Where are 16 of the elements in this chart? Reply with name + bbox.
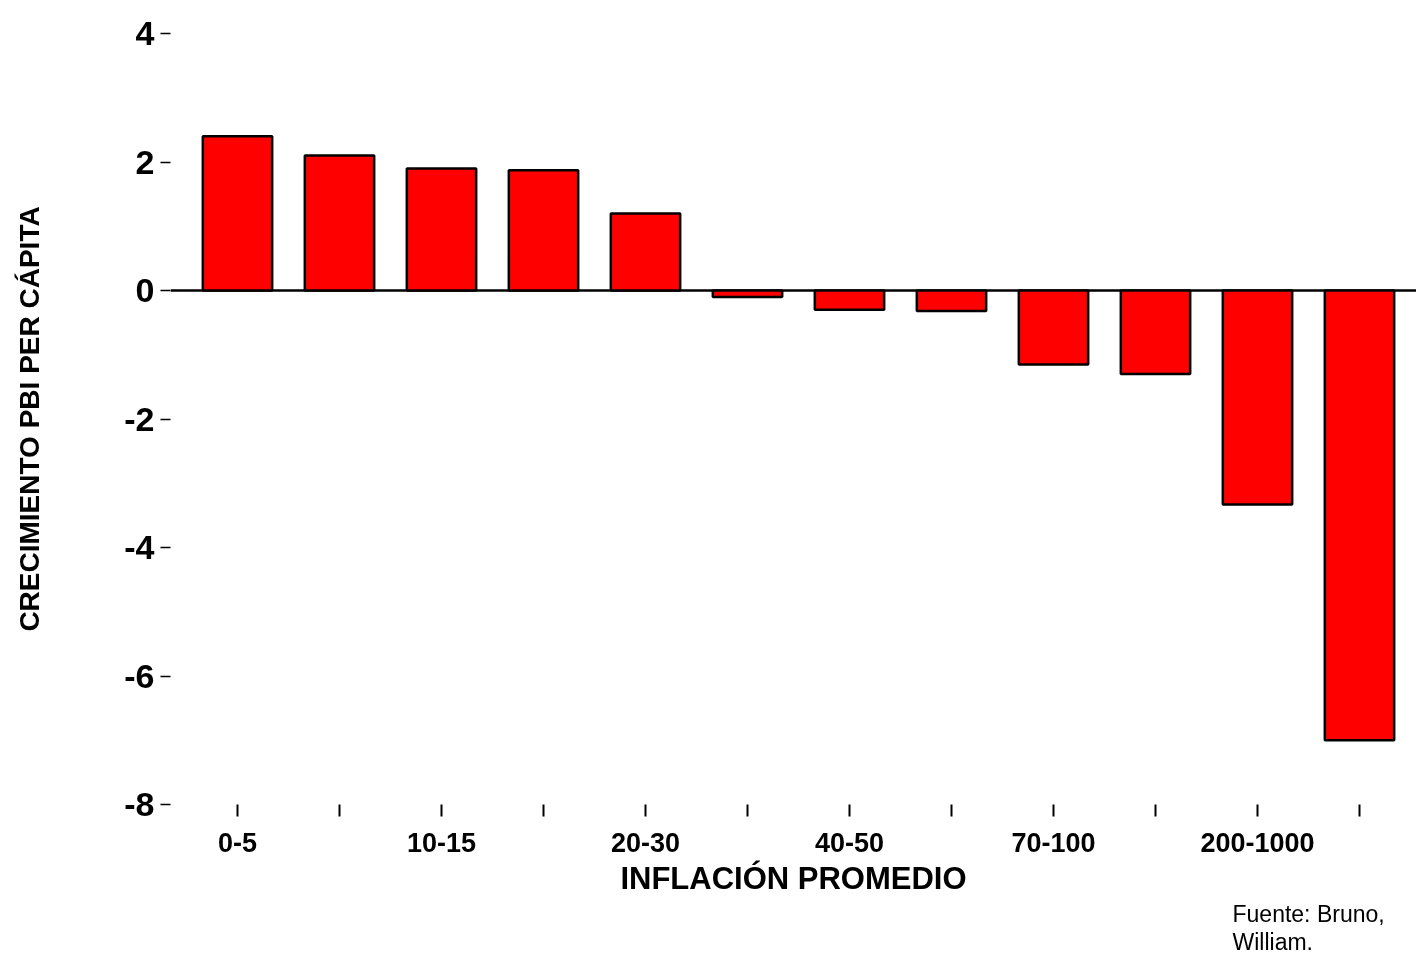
y-tick-label: -2 bbox=[124, 399, 155, 438]
y-tick-label: 4 bbox=[135, 14, 155, 52]
x-tick-label: 10-15 bbox=[406, 827, 477, 858]
x-axis-title: INFLACIÓN PROMEDIO bbox=[620, 859, 967, 896]
x-tick-label: 70-100 bbox=[1011, 827, 1096, 858]
y-axis-title: CRECIMIENTO PBI PER CÁPITA bbox=[14, 206, 46, 632]
x-tick-label: 0-5 bbox=[217, 827, 258, 858]
y-tick-label: -6 bbox=[124, 656, 155, 695]
x-tick-label: 200-1000 bbox=[1200, 827, 1315, 858]
x-tick-label: 40-50 bbox=[814, 827, 885, 858]
y-tick-label: -8 bbox=[124, 785, 155, 823]
source-note: Fuente: Bruno, William. bbox=[1232, 900, 1385, 955]
y-tick-label: 0 bbox=[135, 271, 155, 309]
x-tick-label: 20-30 bbox=[610, 827, 681, 858]
y-tick-label: -4 bbox=[124, 528, 155, 566]
y-tick-label: 2 bbox=[135, 142, 155, 181]
